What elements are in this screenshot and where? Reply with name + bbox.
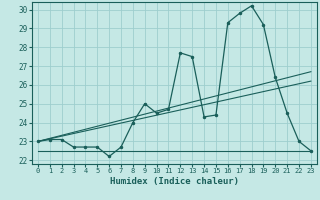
X-axis label: Humidex (Indice chaleur): Humidex (Indice chaleur) [110,177,239,186]
